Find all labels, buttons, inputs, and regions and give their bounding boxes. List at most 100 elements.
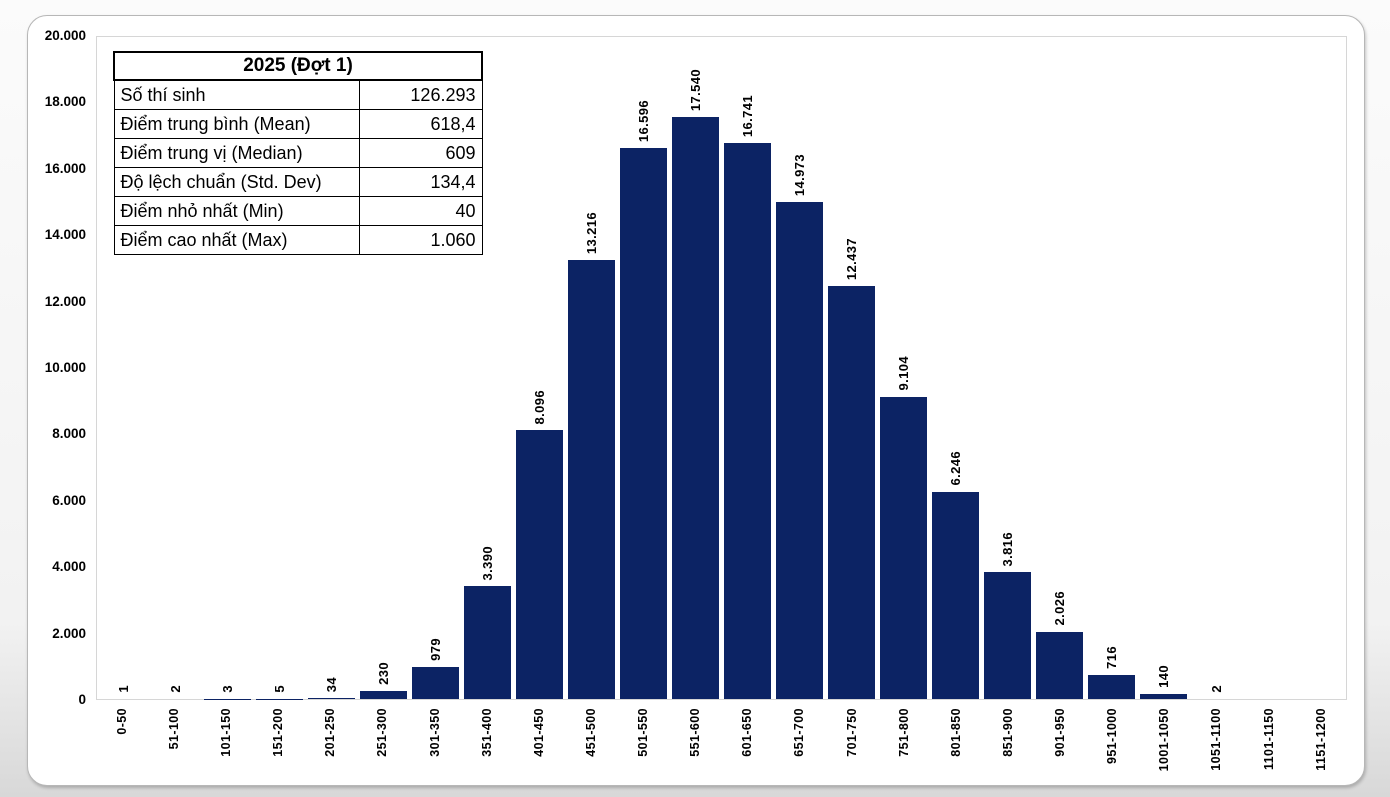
- x-axis-category-cell: 901-950: [1034, 708, 1086, 757]
- y-axis-tick-label: 14.000: [44, 227, 86, 243]
- x-axis-category-cell: 551-600: [669, 708, 721, 757]
- bar-value-label: 13.216: [583, 212, 599, 255]
- bar-value-label: 3.390: [479, 545, 495, 581]
- histogram-bar: [880, 396, 928, 699]
- x-axis-category-label: 451-500: [583, 708, 598, 757]
- x-axis-category-cell: 1001-1050: [1139, 708, 1191, 771]
- stat-label: Độ lệch chuẩn (Std. Dev): [113, 167, 360, 197]
- x-axis-category-label: 0-50: [114, 708, 129, 735]
- histogram-slot: 8.096: [513, 37, 565, 699]
- stat-value: 618,4: [358, 109, 483, 139]
- histogram-bar: [359, 691, 407, 699]
- x-axis-category-cell: 701-750: [826, 708, 878, 757]
- x-axis-category-cell: 201-250: [305, 708, 357, 757]
- x-axis-category-label: 551-600: [688, 708, 703, 757]
- x-axis-category-cell: 401-450: [513, 708, 565, 757]
- histogram-bar: [411, 666, 459, 699]
- histogram-bar: [828, 286, 876, 699]
- stats-table-title: 2025 (Đợt 1): [113, 51, 483, 81]
- x-axis-category-cell: 801-850: [930, 708, 982, 757]
- y-axis-tick-label: 8.000: [52, 426, 86, 442]
- bar-value-label: 8.096: [531, 389, 547, 425]
- stat-value: 1.060: [358, 225, 483, 255]
- x-axis-category-cell: 1051-1100: [1191, 708, 1243, 771]
- stat-value: 40: [358, 196, 483, 226]
- y-axis-tick-label: 10.000: [44, 360, 86, 375]
- histogram-bar: [567, 260, 615, 699]
- x-axis-category-label: 501-550: [636, 708, 651, 757]
- y-axis-tick-label: 4.000: [52, 559, 86, 575]
- x-axis-category-label: 701-750: [844, 708, 859, 757]
- histogram-slot: 3: [201, 37, 253, 699]
- stat-row: Điểm trung vị (Median) 609: [113, 138, 483, 168]
- stat-row: Độ lệch chuẩn (Std. Dev) 134,4: [113, 167, 483, 197]
- x-axis-category-label: 351-400: [479, 708, 494, 757]
- bar-value-label: 140: [1156, 665, 1172, 689]
- histogram-slot: 12.437: [826, 37, 878, 699]
- histogram-bar: [515, 430, 563, 699]
- histogram-bar: [1140, 694, 1188, 699]
- stat-row: Điểm trung bình (Mean) 618,4: [113, 109, 483, 139]
- x-axis-category-cell: 51-100: [148, 708, 200, 749]
- stat-label: Điểm trung bình (Mean): [113, 109, 360, 139]
- x-axis-category-cell: 1101-1150: [1243, 708, 1295, 770]
- histogram-slot: 17.540: [670, 37, 722, 699]
- x-axis-category-label: 651-700: [792, 708, 807, 757]
- x-axis-category-cell: 501-550: [617, 708, 669, 757]
- x-axis-category-cell: 451-500: [565, 708, 617, 757]
- histogram-slot: [1294, 37, 1346, 699]
- x-axis-category-cell: 301-350: [409, 708, 461, 757]
- histogram-bar: [724, 143, 772, 699]
- x-axis-category-label: 1151-1200: [1313, 708, 1328, 771]
- x-axis-category-cell: 951-1000: [1086, 708, 1138, 764]
- histogram-bar: [776, 201, 824, 699]
- stat-value: 134,4: [358, 167, 483, 197]
- bar-value-label: 979: [427, 637, 443, 661]
- x-axis-category-label: 251-300: [375, 708, 390, 757]
- stat-label: Số thí sinh: [113, 79, 360, 110]
- stat-label: Điểm nhỏ nhất (Min): [113, 196, 360, 226]
- bar-value-label: 16.596: [635, 99, 651, 143]
- bar-value-label: 9.104: [896, 356, 912, 391]
- stats-table: 2025 (Đợt 1) Số thí sinh 126.293 Điểm trun…: [113, 51, 483, 255]
- x-axis-category-label: 201-250: [323, 708, 338, 757]
- stat-value: 126.293: [358, 79, 483, 110]
- bar-value-label: 14.973: [792, 153, 808, 196]
- bar-value-label: 3: [219, 685, 235, 693]
- histogram-slot: 13.216: [565, 37, 617, 699]
- x-axis-category-cell: 751-800: [878, 708, 930, 757]
- histogram-slot: 6.246: [930, 37, 982, 699]
- x-axis-category-label: 1051-1100: [1209, 708, 1224, 771]
- histogram-bar: [463, 586, 511, 699]
- histogram-slot: 5: [253, 37, 305, 699]
- x-axis-category-cell: 651-700: [774, 708, 826, 757]
- x-axis: 0-50 51-100 101-150 151-200 201-250 251-300 30…: [96, 708, 1347, 790]
- bar-value-label: 5: [271, 685, 287, 693]
- x-axis-category-cell: 0-50: [96, 708, 148, 735]
- bar-value-label: 34: [323, 676, 339, 692]
- histogram-slot: 230: [357, 37, 409, 699]
- x-axis-category-label: 101-150: [219, 708, 234, 757]
- y-axis-tick-label: 18.000: [44, 94, 86, 110]
- histogram-slot: 16.741: [722, 37, 774, 699]
- y-axis-tick-label: 20.000: [44, 28, 86, 43]
- histogram-slot: 140: [1138, 37, 1190, 699]
- histogram-slot: 2: [1190, 37, 1242, 699]
- x-axis-category-label: 1101-1150: [1261, 708, 1276, 770]
- histogram-slot: 9.104: [878, 37, 930, 699]
- stats-table-header-row: 2025 (Đợt 1): [113, 51, 483, 81]
- bar-value-label: 716: [1104, 646, 1120, 670]
- stat-value: 609: [358, 138, 483, 168]
- x-axis-category-label: 301-350: [427, 708, 442, 757]
- histogram-slot: 3.816: [982, 37, 1034, 699]
- x-axis-category-label: 751-800: [896, 708, 911, 757]
- histogram-slot: 34: [305, 37, 357, 699]
- x-axis-category-label: 951-1000: [1105, 708, 1120, 765]
- y-axis-tick-label: 16.000: [44, 160, 86, 176]
- histogram-bar: [932, 491, 980, 699]
- x-axis-category-label: 901-950: [1053, 708, 1068, 757]
- histogram-bar: [672, 116, 720, 699]
- histogram-bar: [984, 572, 1032, 699]
- bar-value-label: 230: [375, 662, 391, 686]
- x-axis-category-cell: 151-200: [252, 708, 304, 757]
